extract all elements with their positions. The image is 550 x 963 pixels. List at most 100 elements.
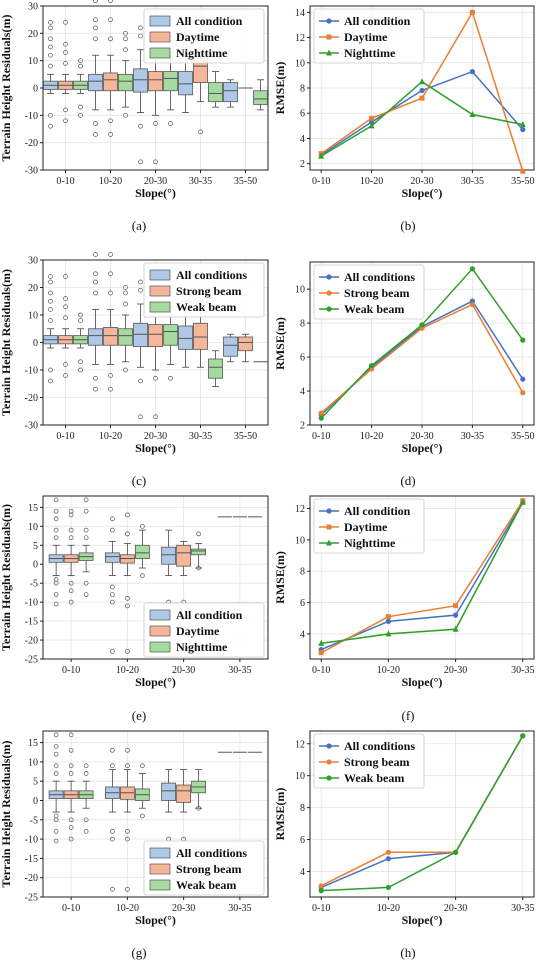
outlier-point: [108, 252, 113, 257]
y-axis-label: Terrain Height Residuals(m): [0, 741, 13, 888]
outlier-point: [63, 41, 68, 47]
legend-swatch: [149, 47, 171, 59]
panel-caption: (g): [131, 945, 146, 960]
box-nighttime: [163, 36, 178, 126]
outlier-point: [123, 285, 128, 290]
outlier-point: [83, 771, 89, 776]
data-point: [469, 301, 475, 308]
outlier-point: [168, 121, 173, 126]
outlier-point: [53, 838, 59, 844]
legend-label: All condition: [176, 608, 243, 622]
legend-label: Strong beam: [344, 286, 409, 300]
data-point: [385, 849, 391, 855]
outlier-point: [63, 304, 68, 310]
outlier-point: [48, 36, 53, 42]
y-tick-label: 10: [295, 771, 305, 782]
outlier-point: [196, 805, 201, 811]
x-tick-label: 30-35: [189, 176, 212, 187]
outlier-point: [63, 373, 68, 378]
legend-swatch: [149, 879, 171, 891]
outlier-point: [68, 763, 74, 769]
outlier-point: [48, 279, 53, 285]
y-tick-label: -5: [30, 815, 38, 826]
outlier-point: [53, 516, 59, 522]
y-tick-label: -25: [25, 655, 38, 666]
outlier-point: [110, 649, 115, 654]
box-iqr: [176, 784, 192, 803]
y-tick-label: -5: [30, 579, 38, 590]
outlier-point: [140, 573, 145, 578]
y-axis-label: Terrain Height Residuals(m): [0, 15, 13, 162]
box-iqr: [253, 90, 268, 105]
legend: All condition Daytime Nighttime: [313, 8, 425, 64]
x-axis-label: Slope(°): [135, 441, 176, 455]
x-tick-label: 30-35: [228, 903, 251, 914]
outlier-point: [78, 63, 83, 69]
outlier-point: [68, 747, 74, 753]
outlier-point: [83, 535, 89, 541]
outlier-point: [53, 592, 59, 597]
legend-swatch: [149, 863, 171, 875]
y-tick-label: 0: [33, 84, 38, 95]
legend-swatch: [149, 609, 171, 621]
outlier-point: [83, 497, 89, 503]
data-point: [318, 883, 324, 889]
outlier-point: [140, 763, 145, 769]
data-point: [368, 122, 375, 129]
x-tick-label: 0-10: [62, 665, 80, 676]
outlier-point: [138, 414, 143, 420]
data-point: [520, 390, 526, 396]
outlier-point: [53, 771, 59, 776]
x-tick-label: 30-35: [461, 431, 484, 442]
outlier-point: [110, 584, 115, 590]
outlier-point: [123, 367, 128, 373]
legend-label: Weak beam: [176, 878, 236, 892]
legend-label: Daytime: [176, 30, 220, 44]
outlier-point: [48, 307, 53, 312]
y-tick-label: 8: [300, 567, 305, 578]
y-tick-label: 0: [33, 338, 38, 349]
outlier-point: [53, 527, 59, 533]
y-axis-label: RMSE(m): [273, 62, 287, 115]
outlier-point: [48, 367, 53, 373]
chart-panel-h: 4 6 8 10 12 0-10 10-20 20-30 30-35 Slope(°) RMSE(m…: [273, 730, 535, 960]
y-tick-label: -30: [25, 166, 38, 177]
outlier-point: [110, 886, 115, 892]
legend-marker: [326, 49, 332, 56]
legend-marker: [326, 539, 332, 546]
outlier-point: [138, 25, 143, 31]
box-all-condition: [48, 497, 64, 607]
y-tick-label: 10: [28, 522, 38, 533]
data-point: [318, 650, 324, 656]
outlier-point: [108, 118, 113, 124]
y-tick-label: -10: [25, 111, 38, 122]
box-strong-beam: [103, 252, 118, 392]
panel-caption: (e): [132, 708, 146, 723]
box-daytime: [63, 508, 79, 605]
data-point: [453, 849, 459, 855]
outlier-point: [196, 565, 201, 571]
outlier-point: [53, 829, 59, 834]
box-iqr: [118, 328, 133, 346]
box-strong-beam: [119, 747, 135, 892]
outlier-point: [83, 527, 89, 533]
outlier-point: [93, 279, 98, 285]
data-point: [318, 410, 324, 416]
outlier-point: [63, 50, 68, 55]
legend-marker: [326, 290, 332, 296]
outlier-point: [123, 290, 128, 296]
x-tick-label: 10-20: [99, 431, 122, 442]
x-tick-label: 20-30: [144, 176, 167, 187]
legend-marker: [326, 524, 332, 530]
box-nighttime: [118, 30, 133, 118]
y-tick-label: 8: [300, 319, 305, 330]
outlier-point: [68, 836, 74, 842]
x-tick-label: 30-35: [461, 176, 484, 187]
legend: All conditions Strong beam Weak beam: [313, 264, 425, 320]
outlier-point: [53, 535, 59, 541]
outlier-point: [63, 61, 68, 66]
box-daytime: [176, 541, 192, 605]
box-strong-beam: [63, 732, 79, 842]
legend-label: Weak beam: [344, 771, 404, 785]
chart-panel-e: -25 -20 -15 -10 -5 0 5 10 15 0-10 10-20 20-30 30-35 S…: [0, 495, 269, 723]
